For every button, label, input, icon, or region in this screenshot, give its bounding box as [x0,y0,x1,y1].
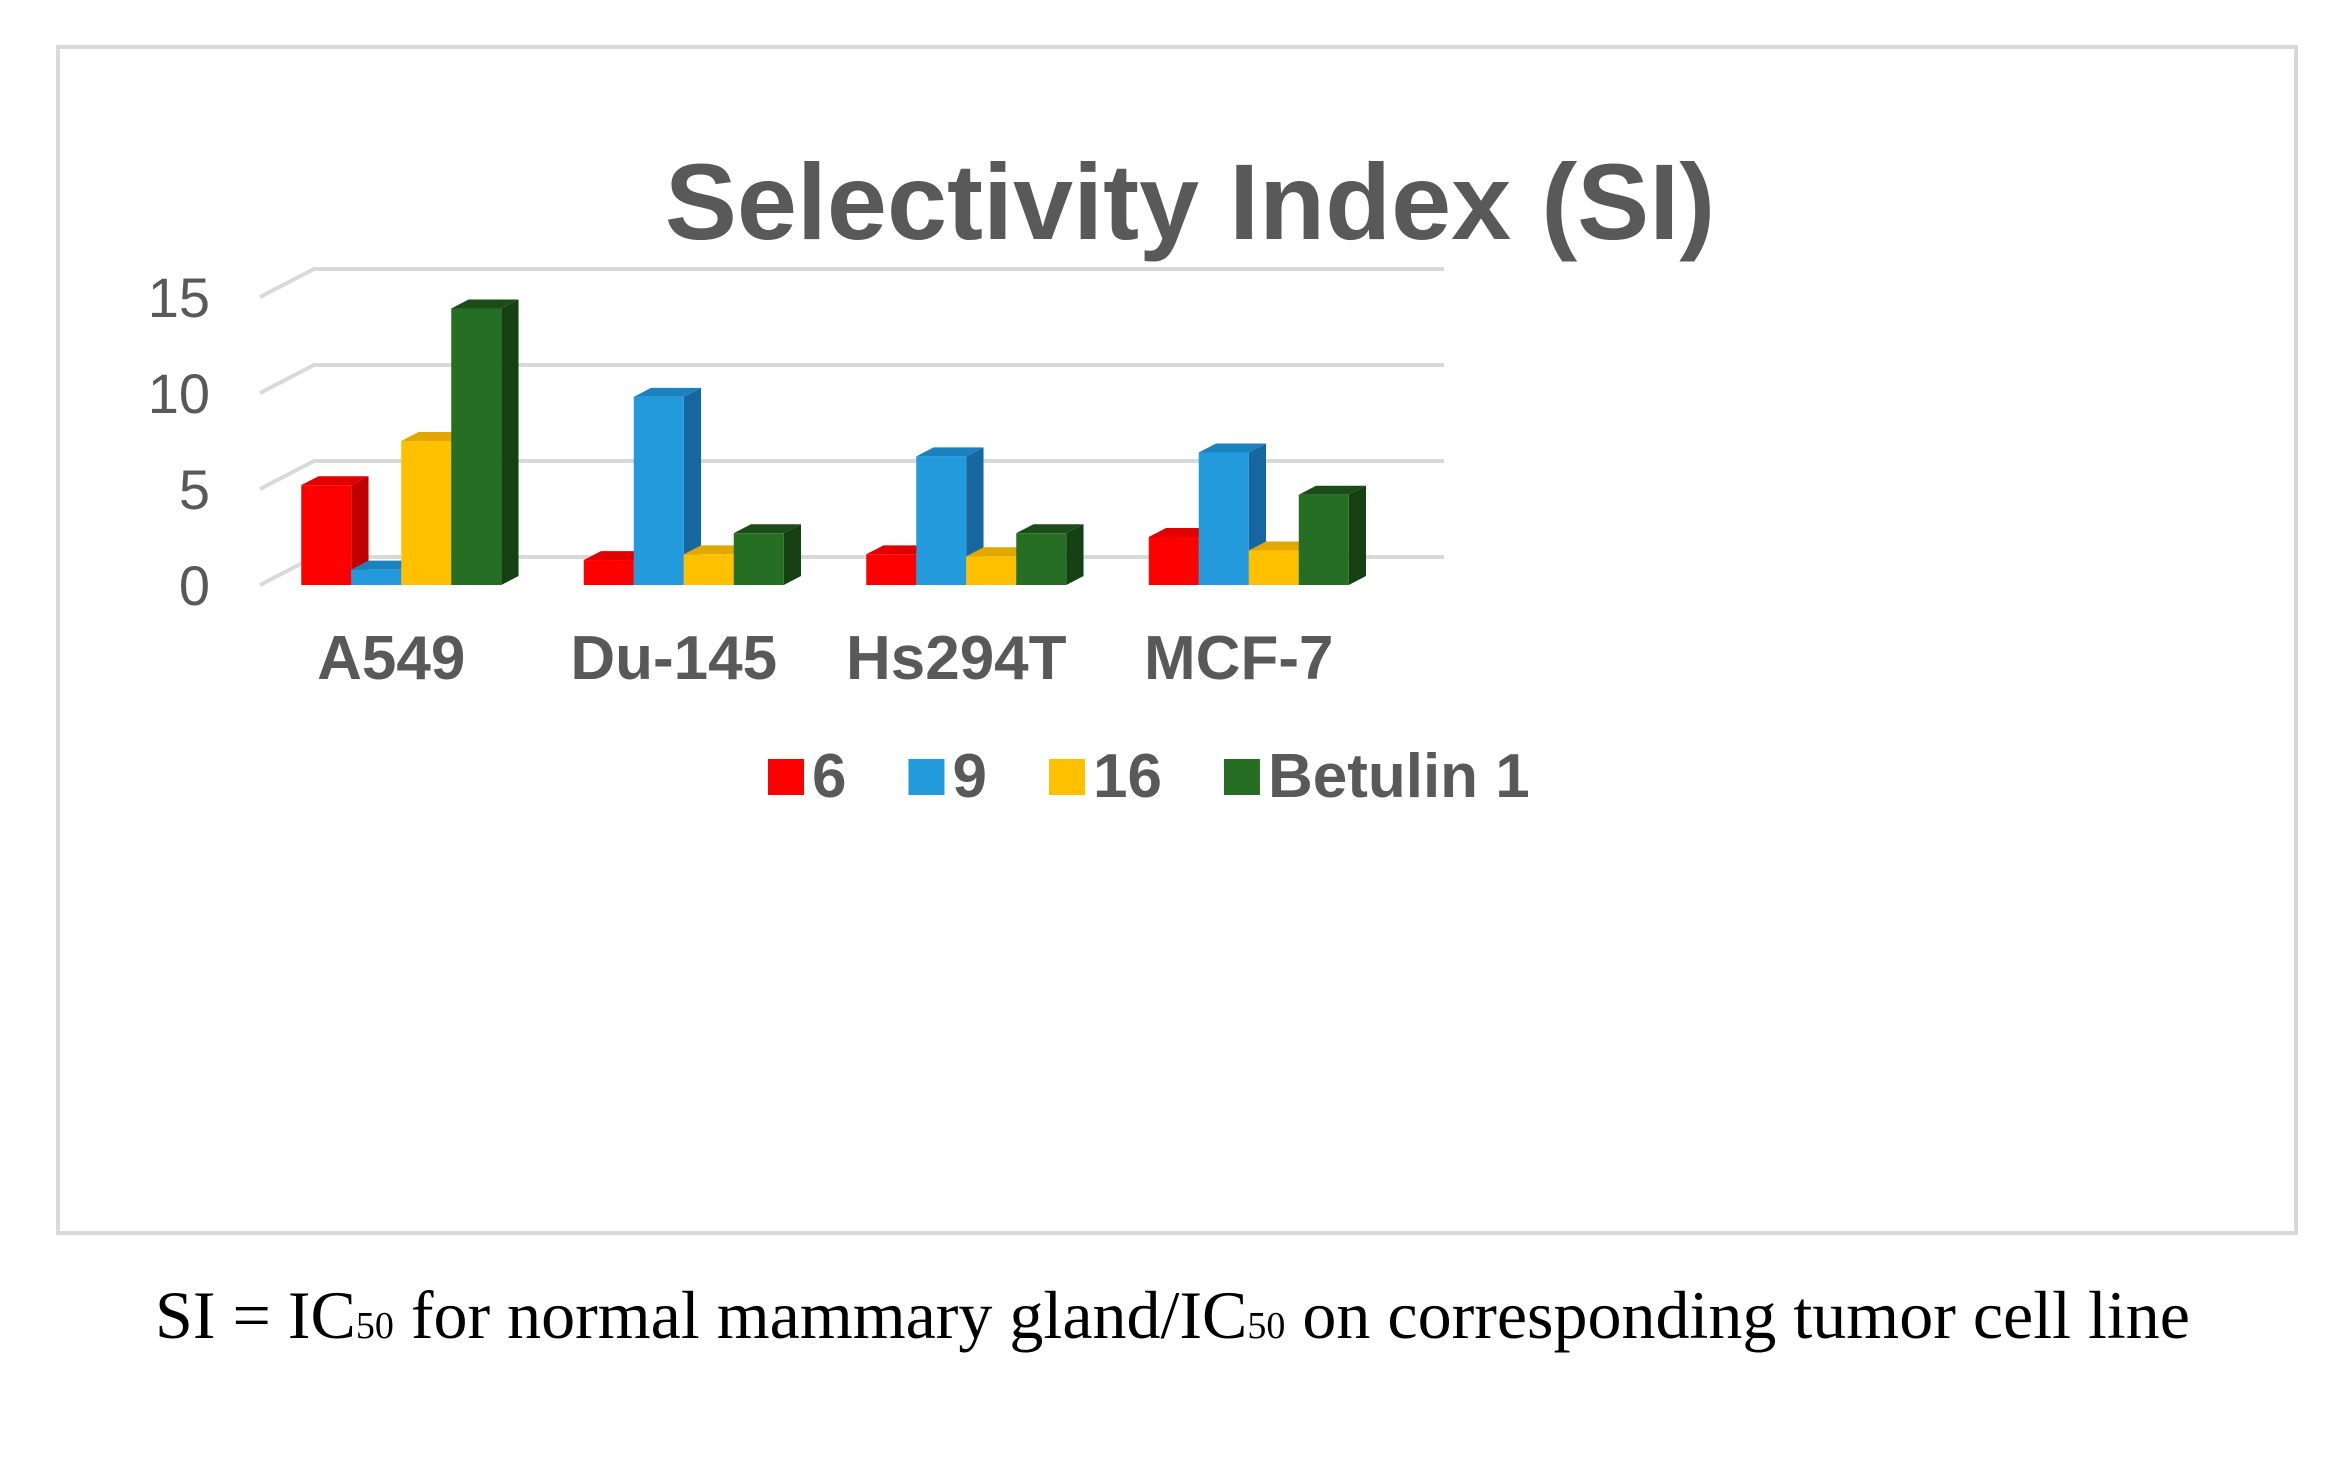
x-category-label-Du-145: Du-145 [570,624,777,693]
figure-caption: SI = IC50 for normal mammary gland/IC50 … [0,1262,2345,1379]
bar-MCF-7-Betulin-1 [1298,485,1367,585]
chart-frame: 0 5 10 15 A549 Du-145 Hs294T MCF-7 6 9 16 Betulin… [56,45,2298,1235]
bar-Hs294T-Betulin-1 [1016,524,1084,585]
x-axis-categories: A549 Du-145 Hs294T MCF-7 [317,624,1333,693]
legend-item-Betulin-1: Betulin 1 [1223,742,1530,811]
x-category-label-Hs294T: Hs294T [846,624,1067,693]
bar-A549-6 [301,476,369,585]
legend-item-16: 16 [1048,742,1162,811]
caption-subscript-2: 50 [1247,1305,1286,1347]
svg-text:6: 6 [812,742,846,811]
caption-subscript-1: 50 [355,1305,394,1347]
gridline-5 [259,459,1444,491]
y-tick-label-5: 5 [179,458,210,521]
y-tick-label-10: 10 [148,362,210,425]
y-tick-label-0: 0 [179,554,210,617]
bars [301,299,1367,585]
chart-canvas: 0 5 10 15 A549 Du-145 Hs294T MCF-7 6 9 16 Betulin… [148,141,1715,811]
legend: 6 9 16 Betulin 1 [768,742,1530,811]
chart-title: Selectivity Index (SI) [665,141,1715,262]
y-tick-label-15: 15 [148,266,210,329]
caption-middle: for normal mammary gland/IC [393,1277,1248,1353]
svg-text:16: 16 [1093,742,1162,811]
gridline-10 [259,363,1444,395]
x-category-label-A549: A549 [317,624,465,693]
legend-item-6: 6 [768,742,846,811]
svg-text:9: 9 [952,742,986,811]
x-category-label-MCF-7: MCF-7 [1144,624,1333,693]
svg-text:Betulin 1: Betulin 1 [1268,742,1530,811]
y-axis-ticks: 0 5 10 15 [148,266,210,617]
caption-suffix: on corresponding tumor cell line [1285,1277,2190,1353]
caption-prefix: SI = IC [155,1277,356,1353]
bar-Du-145-9 [633,387,702,585]
gridline-15 [259,267,1444,299]
bar-Du-145-Betulin-1 [733,524,802,585]
legend-item-9: 9 [908,742,987,811]
bar-A549-Betulin-1 [451,299,519,585]
